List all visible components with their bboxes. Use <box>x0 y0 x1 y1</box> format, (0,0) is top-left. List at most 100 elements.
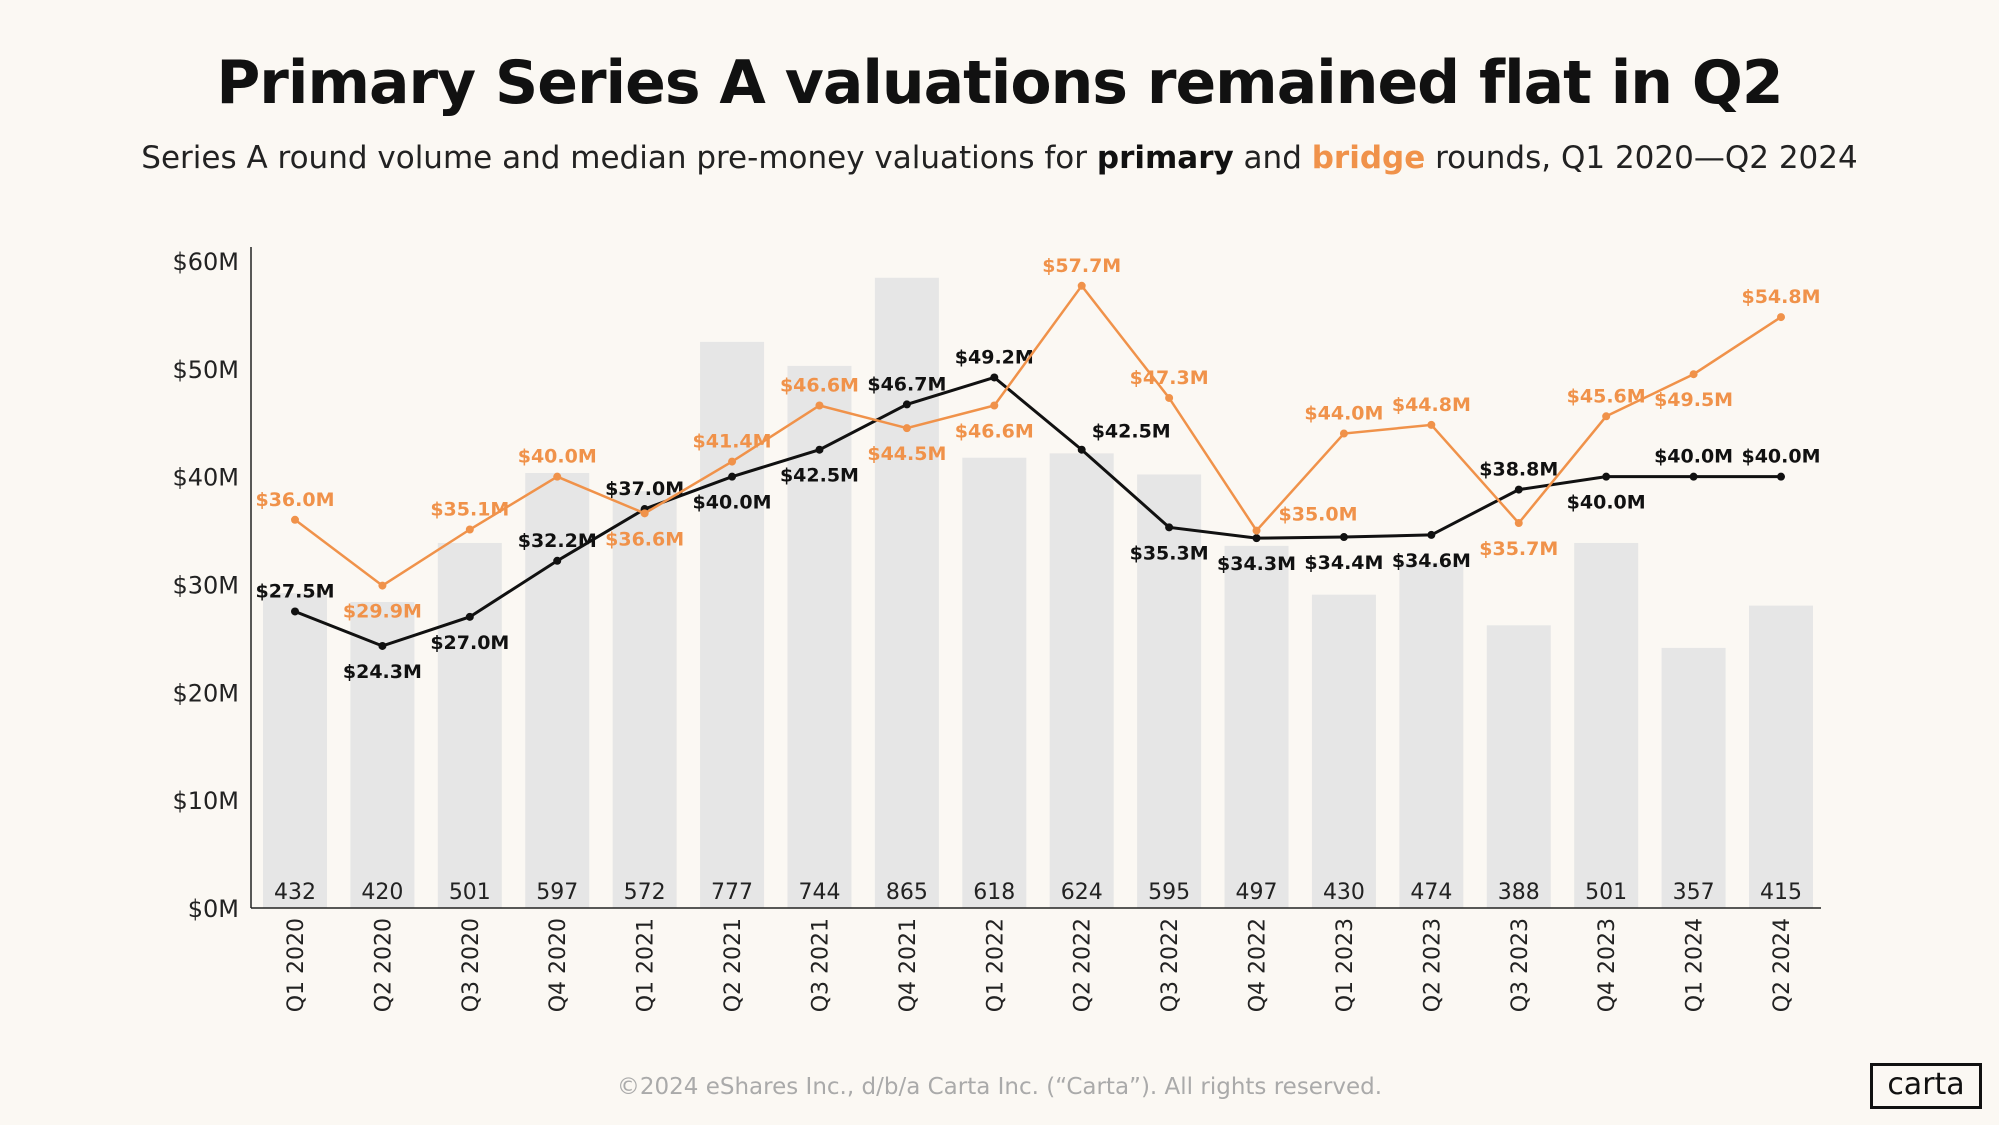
bar-count-label: 501 <box>449 880 491 905</box>
volume-bar <box>1049 453 1114 908</box>
primary-point <box>815 445 824 454</box>
bridge-data-label: $44.8M <box>1392 394 1471 416</box>
primary-data-label: $24.3M <box>343 661 422 683</box>
bar-count-label: 430 <box>1323 880 1365 905</box>
y-tick-label: $50M <box>172 356 239 384</box>
y-tick-label: $0M <box>188 895 239 923</box>
subtitle-primary: primary <box>1096 140 1234 176</box>
bridge-point <box>1689 370 1698 379</box>
chart-subtitle: Series A round volume and median pre-mon… <box>0 140 1999 176</box>
x-tick-label: Q2 2024 <box>1770 918 1795 1012</box>
bridge-point <box>815 401 824 410</box>
primary-point <box>378 641 387 650</box>
bridge-point <box>640 509 649 518</box>
subtitle-text: Series A round volume and median pre-mon… <box>141 140 1097 176</box>
volume-bar <box>700 341 765 908</box>
bridge-data-label: $35.1M <box>430 499 509 521</box>
bar-count-label: 420 <box>361 880 403 905</box>
bar-count-label: 415 <box>1760 880 1802 905</box>
primary-data-label: $34.6M <box>1392 550 1471 572</box>
primary-data-label: $34.4M <box>1304 552 1383 574</box>
primary-data-label: $40.0M <box>1654 446 1733 468</box>
x-tick-label: Q1 2023 <box>1333 918 1358 1012</box>
x-tick-label: Q4 2023 <box>1595 918 1620 1012</box>
bridge-data-label: $35.7M <box>1479 538 1558 560</box>
copyright-footer: ©2024 eShares Inc., d/b/a Carta Inc. (“C… <box>616 1074 1383 1100</box>
volume-bar <box>874 277 939 908</box>
primary-data-label: $38.8M <box>1479 459 1558 481</box>
bridge-data-label: $29.9M <box>343 601 422 623</box>
carta-logo: carta <box>1870 1063 1982 1109</box>
primary-point <box>291 607 299 616</box>
bridge-point <box>1514 519 1523 528</box>
volume-bar <box>350 601 415 908</box>
bridge-point <box>465 525 474 534</box>
bridge-point <box>1602 412 1611 421</box>
primary-point <box>1077 445 1086 454</box>
bar-count-label: 744 <box>798 880 840 905</box>
primary-point <box>990 373 999 382</box>
volume-bar <box>1224 545 1289 908</box>
bar-count-label: 572 <box>624 880 666 905</box>
bridge-data-label: $46.6M <box>780 374 859 396</box>
subtitle-bridge: bridge <box>1311 140 1426 176</box>
bridge-data-label: $54.8M <box>1741 286 1820 308</box>
bar-count-label: 597 <box>536 880 578 905</box>
primary-point <box>902 400 911 409</box>
bar-count-label: 388 <box>1498 880 1540 905</box>
bridge-point <box>728 457 737 466</box>
volume-bar <box>1137 474 1202 908</box>
x-tick-label: Q4 2020 <box>546 918 571 1012</box>
chart-title: Primary Series A valuations remained fla… <box>216 48 1783 118</box>
primary-data-label: $27.0M <box>430 632 509 654</box>
subtitle-text: and <box>1233 140 1312 176</box>
volume-bar <box>263 593 327 908</box>
primary-data-label: $40.0M <box>693 492 772 514</box>
primary-point <box>1602 472 1611 481</box>
primary-data-label: $40.0M <box>1741 446 1820 468</box>
y-tick-label: $60M <box>172 248 239 276</box>
primary-data-label: $49.2M <box>955 346 1034 368</box>
bar-count-label: 624 <box>1061 880 1103 905</box>
bar-count-label: 777 <box>711 880 753 905</box>
y-tick-label: $30M <box>172 572 239 600</box>
bridge-point <box>291 515 299 524</box>
volume-bar <box>1486 625 1551 908</box>
x-tick-label: Q1 2020 <box>284 918 309 1012</box>
y-tick-label: $20M <box>172 679 239 707</box>
bridge-point <box>1165 393 1174 402</box>
bar-count-label: 595 <box>1148 880 1190 905</box>
primary-point <box>1777 472 1785 481</box>
primary-point <box>1252 534 1261 543</box>
bar-count-label: 432 <box>274 880 316 905</box>
volume-bar <box>962 457 1027 908</box>
primary-point <box>1165 523 1174 532</box>
x-tick-label: Q2 2021 <box>721 918 746 1012</box>
bridge-data-label: $41.4M <box>693 431 772 453</box>
bar-count-label: 357 <box>1673 880 1715 905</box>
bridge-data-label: $36.0M <box>255 489 334 511</box>
bar-count-label: 501 <box>1585 880 1627 905</box>
volume-bar <box>1749 605 1813 908</box>
bar-count-label: 497 <box>1236 880 1278 905</box>
volume-bar <box>525 473 590 908</box>
bridge-data-label: $47.3M <box>1130 367 1209 389</box>
x-tick-label: Q3 2020 <box>459 918 484 1012</box>
volume-bar <box>1574 542 1639 908</box>
bridge-point <box>1427 420 1436 429</box>
bridge-data-label: $57.7M <box>1042 255 1121 277</box>
bridge-data-label: $44.5M <box>867 443 946 465</box>
bridge-line <box>294 283 1782 588</box>
bridge-data-label: $44.0M <box>1304 403 1383 425</box>
y-tick-label: $10M <box>172 787 239 815</box>
primary-data-label: $35.3M <box>1130 542 1209 564</box>
volume-bar <box>437 542 502 908</box>
primary-line <box>294 375 1781 648</box>
y-tick-label: $40M <box>172 464 239 492</box>
volume-bar <box>1661 647 1726 908</box>
primary-point <box>1689 472 1698 481</box>
volume-bar <box>1399 562 1464 908</box>
bar-count-label: 618 <box>973 880 1015 905</box>
primary-data-label: $27.5M <box>255 580 334 602</box>
